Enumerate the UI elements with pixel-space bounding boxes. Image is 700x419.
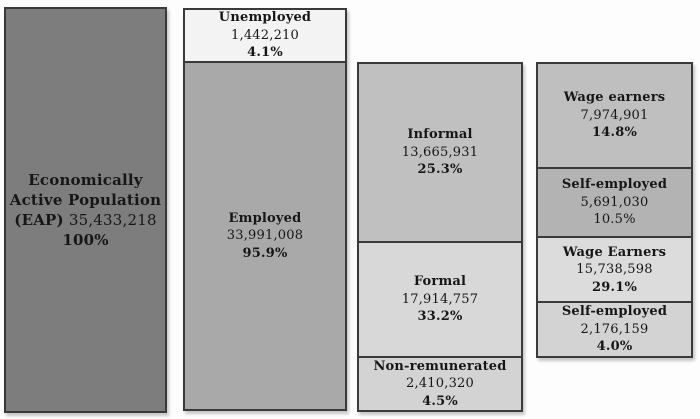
informal-value: 13,665,931 (401, 144, 479, 160)
formal-label: Formal (413, 274, 467, 290)
informal-segment: Informal 13,665,931 25.3% (359, 64, 521, 242)
unemployed-segment: Unemployed 1,442,210 4.1% (185, 10, 345, 61)
employed-percent: 95.9% (242, 245, 288, 261)
informal-self-employed-segment: Self-employed 5,691,030 10.5% (538, 167, 691, 237)
formal-value: 17,914,757 (401, 291, 479, 307)
sector-column: Informal 13,665,931 25.3% Formal 17,914,… (357, 62, 523, 412)
formal-self-employed-label: Self-employed (561, 304, 668, 320)
eap-column: Economically Active Population (EAP) 35,4… (4, 7, 167, 413)
formal-self-employed-value: 2,176,159 (580, 321, 649, 337)
formal-percent: 33.2% (417, 309, 463, 325)
eap-percent: 100% (62, 231, 109, 249)
formal-wage-earners-percent: 29.1% (591, 279, 637, 295)
eap-abbreviation: (EAP) (14, 211, 64, 229)
eap-value-line: (EAP) 35,433,218 (14, 210, 156, 230)
non-remunerated-label: Non-remunerated (373, 358, 507, 374)
informal-self-employed-label: Self-employed (561, 177, 668, 193)
formal-wage-earners-segment: Wage Earners 15,738,598 29.1% (538, 236, 691, 302)
informal-self-employed-value: 5,691,030 (580, 194, 649, 210)
employment-status-column: Unemployed 1,442,210 4.1% Employed 33,99… (183, 8, 347, 411)
non-remunerated-segment: Non-remunerated 2,410,320 4.5% (359, 355, 521, 410)
non-remunerated-percent: 4.5% (422, 393, 458, 409)
informal-percent: 25.3% (417, 162, 463, 178)
formal-wage-earners-label: Wage Earners (562, 244, 667, 260)
formal-segment: Formal 17,914,757 33.2% (359, 241, 521, 356)
unemployed-value: 1,442,210 (231, 27, 299, 43)
formal-self-employed-segment: Self-employed 2,176,159 4.0% (538, 301, 691, 356)
formal-self-employed-percent: 4.0% (596, 339, 633, 355)
informal-label: Informal (407, 127, 473, 143)
eap-segment: Economically Active Population (EAP) 35,4… (6, 9, 165, 411)
employed-value: 33,991,008 (226, 228, 304, 244)
informal-wage-earners-segment: Wage earners 7,974,901 14.8% (538, 64, 691, 168)
eap-value: 35,433,218 (68, 211, 157, 229)
worker-type-column: Wage earners 7,974,901 14.8% Self-employ… (536, 62, 693, 358)
informal-wage-earners-percent: 14.8% (591, 125, 637, 141)
employed-label: Employed (228, 210, 302, 226)
unemployed-label: Unemployed (218, 10, 312, 26)
eap-label-line2: Active Population (9, 191, 162, 209)
informal-wage-earners-label: Wage earners (563, 90, 666, 106)
non-remunerated-value: 2,410,320 (406, 376, 474, 391)
employed-segment: Employed 33,991,008 95.9% (185, 61, 345, 409)
unemployed-percent: 4.1% (247, 45, 283, 61)
informal-self-employed-percent: 10.5% (593, 212, 636, 228)
informal-wage-earners-value: 7,974,901 (580, 107, 649, 123)
eap-label-line1: Economically (28, 171, 143, 189)
formal-wage-earners-value: 15,738,598 (576, 262, 653, 278)
